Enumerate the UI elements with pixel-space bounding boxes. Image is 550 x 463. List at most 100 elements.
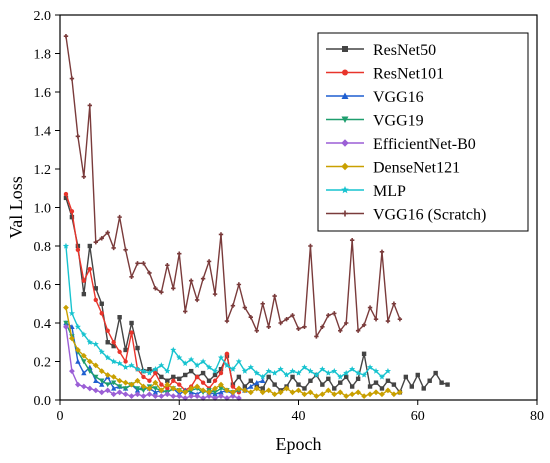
data-point [122, 391, 129, 398]
data-point [92, 340, 99, 347]
data-point [177, 382, 182, 387]
data-point [128, 393, 135, 400]
data-point [110, 391, 117, 398]
data-point [176, 354, 183, 361]
series-densenet121 [63, 304, 403, 400]
data-point [295, 387, 302, 394]
data-point [361, 371, 368, 378]
legend-box [317, 32, 529, 232]
data-point [152, 393, 159, 400]
series-mlp [62, 242, 391, 380]
data-point [272, 382, 277, 387]
data-point [337, 373, 344, 380]
legend: ResNet50 ResNet101 VGG16 VGG19 EfficientNet-… [317, 32, 529, 232]
data-point [248, 383, 254, 389]
data-point [68, 310, 75, 316]
data-point [391, 301, 397, 306]
data-point [200, 387, 206, 394]
data-point [253, 385, 260, 392]
data-point [307, 367, 314, 374]
data-point [344, 374, 349, 380]
data-point [146, 391, 153, 398]
data-point [302, 324, 307, 330]
data-point [99, 381, 105, 387]
data-point [200, 276, 206, 281]
data-point [188, 385, 195, 392]
data-point [290, 374, 295, 380]
data-point [183, 309, 188, 314]
data-point [152, 386, 159, 392]
data-point [123, 359, 128, 364]
data-point [75, 134, 81, 139]
data-point [236, 282, 242, 287]
data-point [158, 393, 165, 400]
data-point [259, 373, 266, 380]
data-point [319, 391, 326, 398]
legend-swatch-marker [342, 46, 348, 52]
x-tick-label: 80 [530, 409, 544, 424]
data-point [87, 243, 93, 249]
data-point [105, 340, 110, 345]
data-point [63, 191, 69, 197]
data-point [81, 291, 87, 297]
data-point [349, 238, 355, 243]
data-point [224, 351, 230, 356]
data-point [200, 370, 206, 376]
series-line [65, 322, 240, 394]
data-point [223, 362, 230, 368]
data-point [218, 370, 224, 376]
data-point [177, 376, 182, 382]
data-point [69, 76, 75, 81]
data-point [116, 377, 123, 384]
data-point [99, 236, 104, 241]
data-point [266, 324, 271, 330]
data-point [296, 326, 301, 331]
legend-swatch-marker [341, 162, 349, 171]
legend-item: DenseNet121 [326, 160, 460, 177]
data-point [98, 368, 105, 375]
data-point [241, 387, 248, 394]
data-point [111, 340, 116, 345]
data-point [170, 385, 177, 392]
data-point [379, 386, 385, 391]
data-point [361, 351, 367, 356]
data-point [265, 367, 272, 374]
legend-label: DenseNet121 [373, 160, 460, 177]
data-point [134, 377, 141, 384]
data-point [93, 286, 98, 291]
data-point [140, 383, 147, 390]
data-point [284, 316, 289, 322]
data-point [290, 313, 295, 318]
data-point [272, 293, 277, 299]
data-point [427, 378, 432, 383]
data-point [349, 384, 355, 389]
data-point [378, 373, 386, 380]
data-point [296, 382, 301, 387]
data-point [235, 385, 242, 392]
legend-swatch-marker [341, 92, 349, 99]
data-point [313, 393, 320, 400]
data-point [332, 311, 337, 316]
data-point [385, 387, 391, 394]
data-point [361, 393, 367, 400]
x-tick-label: 40 [292, 409, 306, 424]
data-point [260, 378, 266, 383]
data-point [194, 374, 200, 380]
data-point [69, 368, 75, 375]
legend-label: ResNet101 [373, 66, 444, 83]
data-point [248, 378, 253, 383]
data-point [224, 387, 230, 394]
data-point [212, 291, 218, 297]
data-point [194, 383, 201, 390]
data-point [326, 313, 331, 318]
data-point [164, 367, 171, 374]
data-point [176, 387, 183, 394]
data-point [116, 389, 123, 396]
data-point [62, 242, 70, 249]
data-point [128, 381, 135, 388]
data-point [379, 249, 385, 254]
data-point [86, 339, 93, 345]
data-point [314, 334, 319, 339]
data-point [235, 358, 242, 365]
data-point [308, 378, 313, 383]
